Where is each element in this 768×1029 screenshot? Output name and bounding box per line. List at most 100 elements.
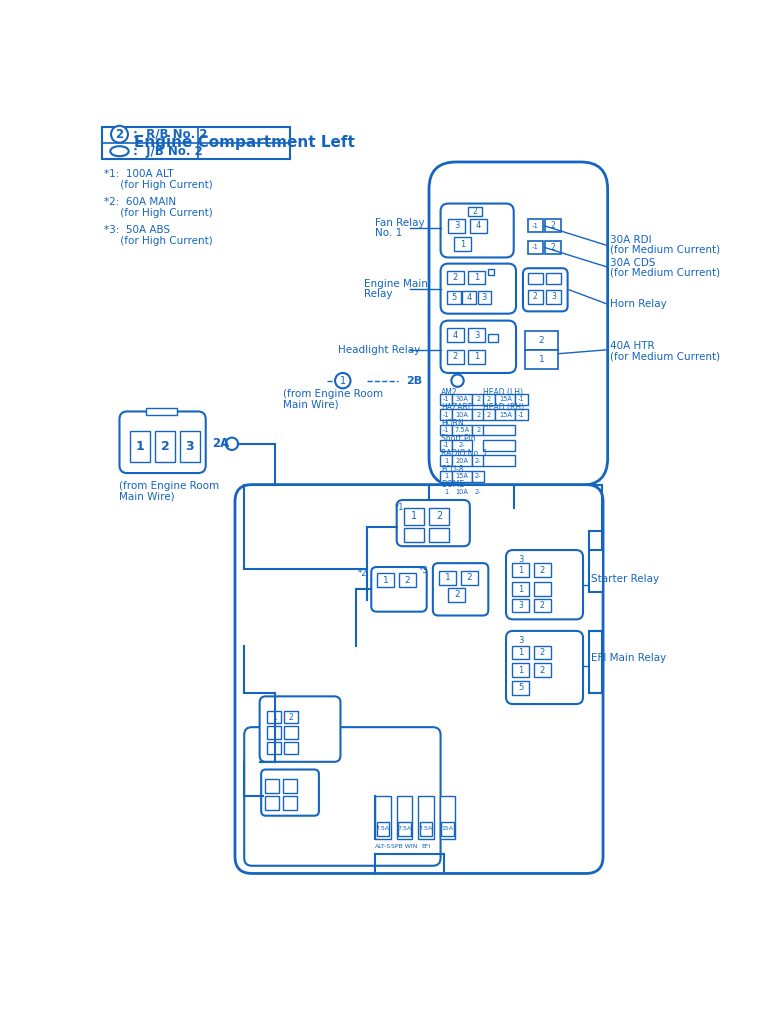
Text: Engine Compartment Left: Engine Compartment Left (134, 135, 355, 150)
Bar (267, 711, 281, 723)
Bar (440, 440, 452, 451)
Text: 3: 3 (518, 601, 523, 610)
FancyBboxPatch shape (506, 631, 583, 704)
Text: Horn Relay: Horn Relay (610, 298, 667, 309)
Text: 2-: 2- (475, 458, 482, 464)
Bar (447, 290, 461, 305)
Text: 1: 1 (272, 713, 276, 721)
Text: 2: 2 (476, 396, 481, 402)
Text: 1: 1 (518, 584, 523, 594)
Bar (447, 328, 464, 343)
Text: (for High Current): (for High Current) (104, 180, 213, 190)
Bar (472, 410, 485, 420)
Circle shape (452, 375, 464, 387)
Bar (472, 486, 485, 497)
Bar (440, 394, 452, 404)
FancyBboxPatch shape (235, 485, 603, 874)
Text: 30A RDI: 30A RDI (610, 235, 651, 245)
Bar (472, 425, 485, 435)
Bar (534, 563, 551, 577)
Bar (478, 290, 492, 305)
Bar (468, 271, 485, 284)
Text: HAZARD: HAZARD (442, 403, 474, 412)
Bar (440, 410, 452, 420)
Text: 4: 4 (452, 330, 458, 340)
Bar (546, 290, 561, 304)
Bar (419, 796, 434, 839)
Bar (397, 796, 412, 839)
Bar (452, 394, 472, 404)
Text: HEAD (RH): HEAD (RH) (483, 403, 524, 412)
Bar (534, 645, 551, 660)
Text: (from Engine Room: (from Engine Room (120, 482, 220, 491)
Text: 1: 1 (136, 440, 144, 454)
Circle shape (226, 437, 238, 450)
Text: 30A CDS: 30A CDS (610, 258, 655, 268)
Bar (472, 456, 485, 466)
Text: No. 1: No. 1 (375, 227, 402, 238)
Bar (528, 219, 543, 233)
FancyBboxPatch shape (506, 551, 583, 619)
FancyBboxPatch shape (260, 697, 340, 761)
Text: 1: 1 (412, 511, 418, 521)
Bar (512, 664, 529, 677)
FancyBboxPatch shape (523, 269, 568, 312)
Text: *2: *2 (357, 569, 367, 577)
Text: 2: 2 (540, 648, 545, 657)
Text: 1: 1 (518, 666, 523, 675)
Text: 2-: 2- (475, 473, 482, 480)
Bar (468, 207, 482, 216)
Text: 3: 3 (474, 330, 479, 340)
Text: 40A HTR: 40A HTR (610, 341, 654, 351)
Bar (461, 571, 478, 584)
Text: 1: 1 (518, 648, 523, 657)
Text: -1: -1 (442, 427, 449, 433)
Bar (284, 726, 298, 739)
Text: HEAD (LH): HEAD (LH) (483, 388, 523, 397)
Text: 3: 3 (551, 292, 556, 301)
Text: -1: -1 (442, 442, 449, 449)
Bar (472, 394, 485, 404)
Bar (440, 470, 452, 482)
Text: HORN: HORN (442, 419, 464, 427)
Bar (528, 290, 543, 304)
Bar (447, 271, 464, 284)
Bar (147, 407, 177, 416)
Ellipse shape (111, 146, 129, 156)
Text: 2: 2 (540, 666, 545, 675)
Text: 7.5A: 7.5A (455, 427, 470, 433)
Text: 1: 1 (383, 575, 389, 584)
Text: Relay: Relay (363, 289, 392, 299)
Text: -1: -1 (531, 245, 539, 250)
FancyBboxPatch shape (433, 563, 488, 615)
Bar (376, 822, 389, 836)
Bar (483, 425, 515, 435)
Text: 1: 1 (460, 240, 465, 249)
Bar (589, 631, 603, 693)
Text: 2A: 2A (212, 437, 229, 451)
Text: Short Pin: Short Pin (442, 434, 476, 442)
Text: 2: 2 (487, 396, 492, 402)
Text: Main Wire): Main Wire) (283, 399, 339, 410)
Text: 1: 1 (444, 458, 448, 464)
Bar (405, 507, 425, 525)
FancyBboxPatch shape (429, 162, 607, 486)
Text: 3: 3 (185, 440, 194, 454)
Text: 1: 1 (339, 376, 346, 386)
Text: 3: 3 (518, 636, 524, 644)
Bar (472, 470, 485, 482)
Text: 10A: 10A (455, 489, 468, 495)
Text: 1: 1 (474, 352, 479, 361)
Bar (375, 796, 390, 839)
Bar (589, 531, 603, 593)
Text: :  R/B No. 2: : R/B No. 2 (134, 128, 208, 141)
Bar (512, 681, 529, 695)
Text: 2: 2 (452, 273, 458, 282)
Bar (440, 486, 452, 497)
Bar (429, 507, 449, 525)
Bar (545, 241, 561, 253)
Circle shape (335, 372, 350, 388)
Text: (for Medium Current): (for Medium Current) (610, 245, 720, 255)
Bar (420, 822, 432, 836)
Text: 2: 2 (551, 221, 555, 230)
